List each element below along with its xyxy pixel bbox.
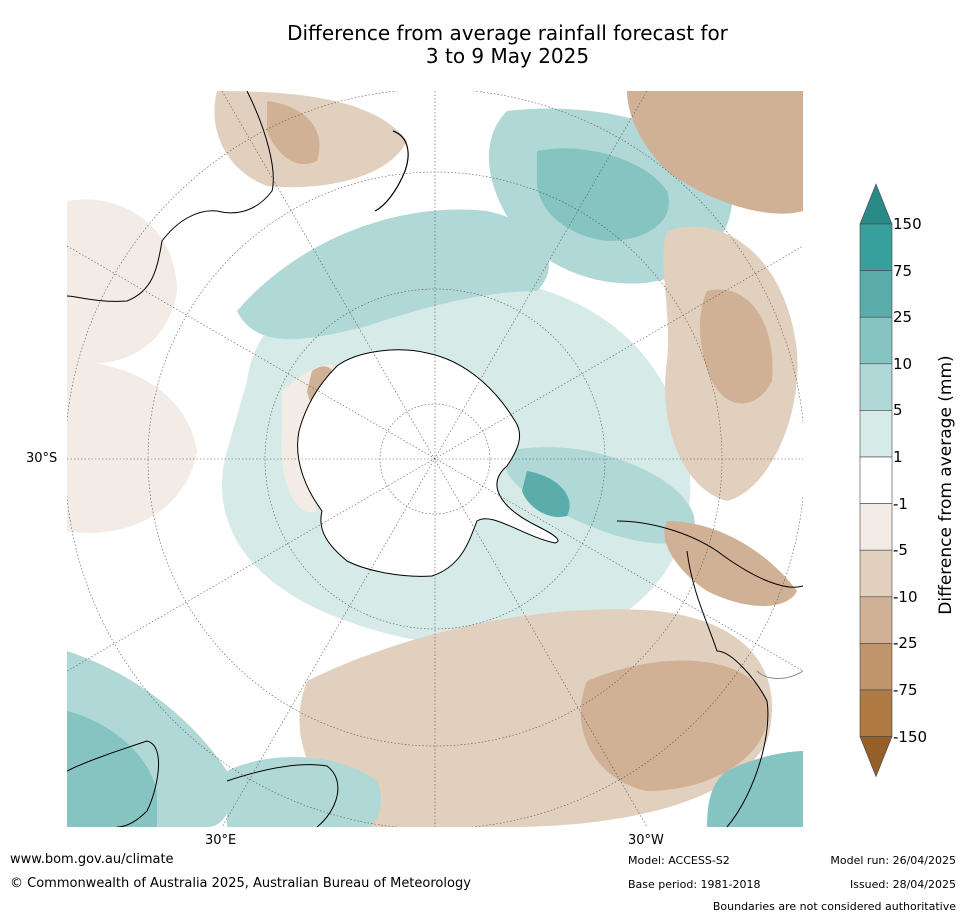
australia-coastline	[67, 91, 274, 302]
legend-band	[859, 316, 893, 365]
teal-weddell	[504, 447, 695, 544]
teal-africa	[227, 757, 382, 827]
legend-band	[859, 363, 893, 411]
lat-circle-60	[264, 288, 606, 630]
legend-level-label: 10	[893, 354, 913, 373]
teal-weddell-core	[522, 471, 570, 517]
legend-band	[859, 410, 893, 458]
south-america-coastline	[686, 550, 769, 827]
legend-band	[859, 456, 893, 504]
legend-level-label: 1	[893, 448, 903, 466]
footer-base-period: Base period: 1981-2018	[628, 878, 761, 891]
teal-band-north	[237, 209, 549, 340]
map-title: Difference from average rainfall forecas…	[0, 22, 965, 68]
south-america-coastline-south	[616, 520, 803, 588]
legend-level-label: 5	[893, 401, 903, 420]
legend-level-label: -1	[893, 494, 908, 513]
legend-level-label: -75	[893, 681, 918, 699]
map-canvas	[67, 91, 803, 827]
legend-band	[859, 596, 893, 644]
footer-website: www.bom.gov.au/climate	[10, 852, 174, 867]
teal-southeast	[707, 751, 803, 827]
teal-southwest-core	[67, 711, 157, 827]
latitude-label: 30°S	[26, 451, 58, 466]
longitude-label-right: 30°W	[628, 833, 664, 848]
teal-pacific-core	[537, 148, 669, 241]
legend-title: Difference from average (mm)	[936, 355, 956, 615]
country-border	[756, 670, 803, 679]
graticule	[67, 91, 803, 827]
legend-bands	[859, 183, 893, 778]
brown-pacific-ne	[627, 91, 803, 214]
legend-band	[859, 223, 893, 271]
footer-copyright: © Commonwealth of Australia 2025, Austra…	[10, 876, 471, 891]
footer-model: Model: ACCESS-S2	[628, 854, 730, 867]
footer-disclaimer: Boundaries are not considered authoritat…	[712, 900, 956, 913]
light-brown-west-2	[67, 361, 197, 533]
legend-level-label: 25	[893, 308, 913, 327]
legend-level-label: -150	[893, 727, 928, 746]
legend-level-label: -5	[893, 541, 908, 560]
legend-level-label: -25	[893, 634, 918, 653]
legend-band	[859, 549, 893, 598]
antarctica-coastline	[297, 349, 559, 577]
brown-peninsula	[664, 521, 797, 606]
title-line-2: 3 to 9 May 2025	[425, 44, 590, 68]
madagascar-coastline	[226, 764, 339, 827]
brown-atlantic-core	[580, 660, 769, 791]
legend-band	[859, 643, 893, 691]
new-zealand-coastline	[374, 130, 409, 212]
brown-australia-core	[267, 101, 320, 165]
legend-band	[859, 503, 893, 551]
footer-issued: Issued: 28/04/2025	[849, 878, 956, 891]
polar-map	[67, 91, 803, 827]
footer-model-run: Model run: 26/04/2025	[830, 854, 956, 867]
legend-level-label: -10	[893, 587, 918, 606]
meridian-line-6	[67, 245, 803, 672]
legend-band	[859, 270, 893, 318]
legend-band	[859, 689, 893, 737]
legend-colorbar	[859, 183, 893, 778]
legend-level-label: 150	[893, 215, 922, 233]
africa-coastline	[67, 740, 160, 827]
light-brown-west	[67, 199, 177, 364]
legend-extend-top	[859, 183, 893, 225]
title-line-1: Difference from average rainfall forecas…	[287, 21, 728, 45]
legend-extend-bottom	[859, 736, 893, 778]
brown-east-core	[700, 289, 773, 404]
longitude-label-left: 30°E	[205, 833, 237, 848]
legend-level-label: 75	[893, 261, 913, 280]
